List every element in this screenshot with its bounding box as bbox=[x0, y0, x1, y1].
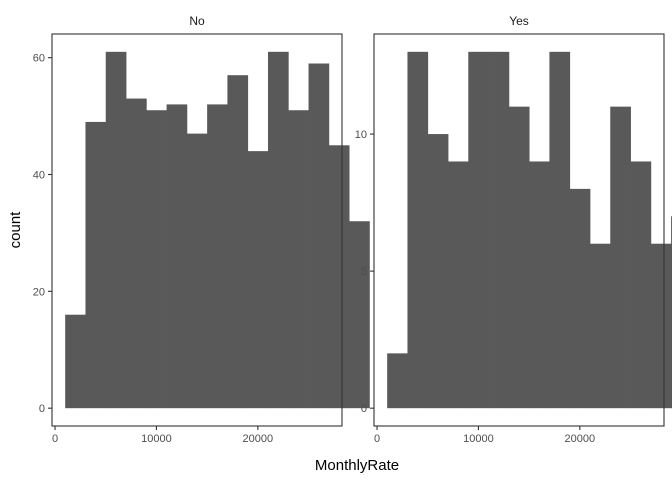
panel-border-no bbox=[51, 33, 343, 427]
bar-no-7 bbox=[186, 133, 208, 409]
bar-no-3 bbox=[105, 51, 127, 409]
panel-border-yes bbox=[373, 33, 665, 427]
strip-label-yes: Yes bbox=[509, 14, 529, 28]
y-tick-label-no-60: 60 bbox=[33, 53, 45, 65]
bar-no-13 bbox=[308, 63, 330, 409]
bar-yes-1 bbox=[387, 353, 408, 409]
y-axis-yes: 0 5 10 bbox=[355, 129, 374, 415]
bar-no-6 bbox=[166, 104, 188, 409]
bar-no-15 bbox=[349, 221, 370, 409]
x-axis-no: 0 10000 20000 bbox=[52, 426, 273, 445]
bar-no-8 bbox=[207, 104, 228, 409]
bar-yes-13 bbox=[630, 161, 652, 409]
strip-background-yes bbox=[374, 8, 664, 34]
strip-label-no: No bbox=[189, 14, 205, 28]
bar-no-9 bbox=[227, 75, 249, 409]
bar-yes-12 bbox=[610, 106, 631, 409]
y-tick-label-no-20: 20 bbox=[33, 286, 45, 298]
x-tick-label-yes-10000: 10000 bbox=[463, 433, 494, 445]
x-tick-label-no-20000: 20000 bbox=[243, 433, 274, 445]
bars-yes bbox=[387, 51, 672, 409]
y-tick-label-yes-10: 10 bbox=[355, 129, 367, 141]
facet-panel-yes: Yes 0 5 10 0 10000 20000 bbox=[355, 8, 672, 445]
x-axis-yes: 0 10000 20000 bbox=[374, 426, 595, 445]
y-tick-label-no-0: 0 bbox=[39, 403, 45, 415]
bar-no-11 bbox=[267, 51, 289, 409]
bar-yes-9 bbox=[549, 51, 571, 409]
bar-no-12 bbox=[288, 110, 309, 409]
bar-no-10 bbox=[247, 151, 269, 409]
facet-panel-no: No 0 20 40 60 0 10000 20000 bbox=[33, 8, 370, 445]
x-tick-label-no-0: 0 bbox=[52, 433, 58, 445]
bar-yes-8 bbox=[529, 161, 550, 409]
y-axis-title: count bbox=[7, 211, 24, 249]
bar-yes-2 bbox=[407, 51, 429, 409]
x-tick-label-no-10000: 10000 bbox=[141, 433, 172, 445]
strip-background-no bbox=[52, 8, 342, 34]
bar-no-4 bbox=[126, 98, 147, 409]
bar-no-14 bbox=[328, 145, 350, 409]
y-axis-no: 0 20 40 60 bbox=[33, 53, 52, 415]
bars-no bbox=[65, 51, 370, 409]
bar-yes-14 bbox=[650, 243, 672, 409]
bar-no-2 bbox=[85, 121, 107, 409]
bar-yes-10 bbox=[569, 188, 591, 409]
bar-yes-11 bbox=[589, 243, 611, 409]
bar-yes-6 bbox=[488, 51, 510, 409]
x-tick-label-yes-20000: 20000 bbox=[565, 433, 596, 445]
bar-yes-7 bbox=[508, 106, 530, 409]
y-tick-label-yes-5: 5 bbox=[361, 266, 367, 278]
bar-no-5 bbox=[146, 110, 167, 409]
bar-yes-4 bbox=[448, 161, 469, 409]
bar-yes-5 bbox=[468, 51, 489, 409]
y-tick-label-no-40: 40 bbox=[33, 170, 45, 182]
x-axis-title: MonthlyRate bbox=[315, 457, 399, 474]
y-tick-label-yes-0: 0 bbox=[361, 403, 367, 415]
bar-no-1 bbox=[65, 314, 86, 409]
x-tick-label-yes-0: 0 bbox=[374, 433, 380, 445]
bar-yes-3 bbox=[427, 134, 449, 409]
